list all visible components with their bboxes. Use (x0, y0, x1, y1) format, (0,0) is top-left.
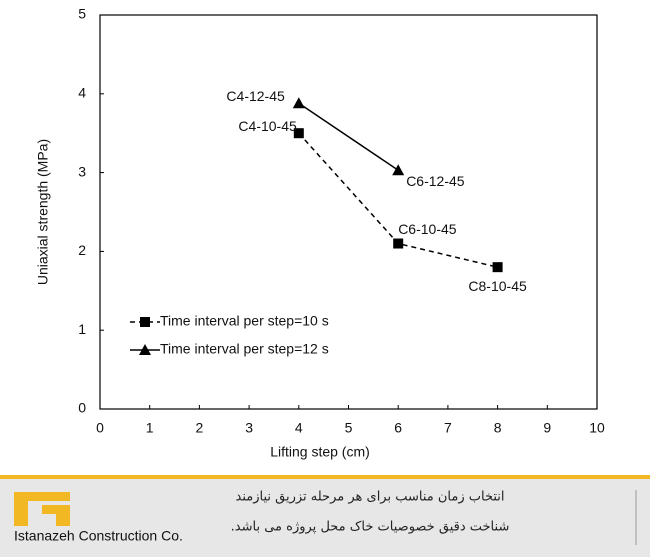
y-tick-label: 4 (78, 85, 86, 101)
footer-background (0, 479, 650, 557)
logo-block (14, 492, 70, 501)
point-label: C4-10-45 (238, 118, 297, 134)
point-label: C8-10-45 (468, 278, 527, 294)
footer-line: شناخت دقیق خصوصیات خاک محل پروژه می باشد… (231, 520, 510, 535)
x-axis-label: Lifting step (cm) (270, 444, 370, 460)
x-tick-label: 8 (494, 420, 502, 436)
x-tick-label: 6 (394, 420, 402, 436)
x-tick-label: 7 (444, 420, 452, 436)
legend-marker (140, 317, 150, 327)
logo (14, 492, 70, 526)
x-tick-label: 10 (589, 420, 605, 436)
y-tick-label: 0 (78, 400, 86, 416)
x-tick-label: 2 (196, 420, 204, 436)
point-label: C4-12-45 (226, 88, 285, 104)
marker (392, 164, 405, 176)
logo-block (56, 505, 70, 526)
x-tick-label: 0 (96, 420, 104, 436)
marker (393, 238, 404, 249)
footer-line: انتخاب زمان مناسب برای هر مرحله تزریق نی… (236, 490, 505, 505)
x-tick-label: 9 (543, 420, 551, 436)
y-tick-label: 5 (78, 6, 86, 22)
series-line (298, 102, 399, 171)
logo-text: Istanazeh Construction Co. (14, 528, 183, 544)
marker (492, 262, 503, 273)
footer-stripe (0, 475, 650, 479)
legend-label: Time interval per step=10 s (160, 313, 329, 329)
marker (293, 128, 304, 139)
legend-label: Time interval per step=12 s (160, 341, 329, 357)
chart-background (0, 0, 650, 476)
point-label: C6-12-45 (406, 173, 465, 189)
x-tick-label: 5 (345, 420, 353, 436)
y-axis-label: Uniaxial strength (MPa) (35, 139, 51, 285)
y-tick-label: 2 (78, 242, 86, 258)
point-label: C6-10-45 (398, 221, 457, 237)
x-tick-label: 3 (245, 420, 253, 436)
y-tick-label: 3 (78, 163, 86, 179)
x-tick-label: 4 (295, 420, 303, 436)
x-tick-label: 1 (146, 420, 154, 436)
y-tick-label: 1 (78, 321, 86, 337)
legend-marker (139, 344, 151, 355)
marker (292, 97, 305, 109)
